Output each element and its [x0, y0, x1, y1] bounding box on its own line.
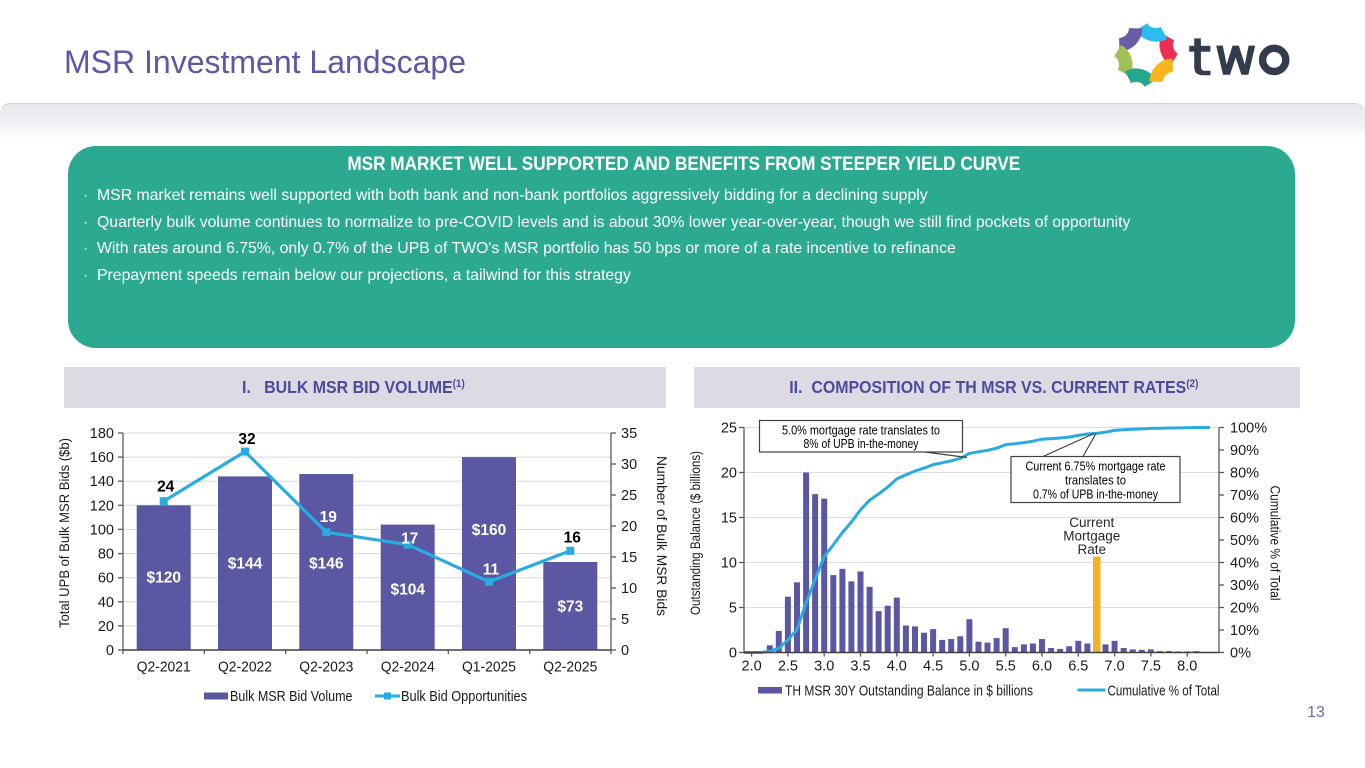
svg-text:Current 6.75% mortgage rate: Current 6.75% mortgage rate — [1026, 459, 1166, 474]
svg-text:16: 16 — [564, 530, 582, 547]
svg-text:7.5: 7.5 — [1141, 659, 1161, 675]
svg-text:Q2-2024: Q2-2024 — [381, 660, 435, 676]
svg-text:Q2-2021: Q2-2021 — [137, 660, 191, 676]
svg-text:120: 120 — [90, 498, 114, 514]
svg-text:Bulk MSR Bid Volume: Bulk MSR Bid Volume — [230, 688, 353, 705]
svg-text:20: 20 — [98, 619, 114, 635]
svg-text:0: 0 — [729, 646, 737, 662]
svg-text:40: 40 — [98, 595, 114, 611]
svg-text:5: 5 — [621, 612, 629, 628]
svg-text:$104: $104 — [390, 582, 425, 599]
svg-text:Number of Bulk MSR Bids: Number of Bulk MSR Bids — [654, 456, 670, 616]
svg-text:4.5: 4.5 — [923, 659, 943, 675]
svg-text:Cumulative % of Total: Cumulative % of Total — [1108, 683, 1220, 700]
svg-text:17: 17 — [401, 531, 418, 548]
svg-text:5.0: 5.0 — [959, 659, 979, 675]
svg-text:70%: 70% — [1230, 488, 1259, 504]
svg-text:$73: $73 — [557, 599, 583, 616]
svg-text:19: 19 — [320, 509, 338, 526]
svg-text:2.0: 2.0 — [742, 659, 762, 675]
svg-text:35: 35 — [621, 426, 637, 442]
svg-text:3.5: 3.5 — [850, 659, 870, 675]
svg-text:$120: $120 — [146, 570, 180, 587]
svg-text:0%: 0% — [1230, 646, 1251, 662]
svg-text:6.5: 6.5 — [1068, 659, 1088, 675]
svg-text:20: 20 — [721, 466, 737, 482]
svg-text:15: 15 — [621, 550, 637, 566]
svg-text:0: 0 — [106, 643, 114, 659]
svg-text:30: 30 — [621, 457, 637, 473]
svg-text:5: 5 — [729, 601, 737, 617]
svg-text:Outstanding Balance ($ billion: Outstanding Balance ($ billions) — [688, 451, 703, 615]
svg-text:13: 13 — [1307, 704, 1325, 721]
svg-text:25: 25 — [721, 421, 737, 437]
svg-text:7.0: 7.0 — [1105, 659, 1125, 675]
svg-text:5.0% mortgage rate translates: 5.0% mortgage rate translates to — [782, 423, 940, 438]
svg-text:$144: $144 — [228, 556, 263, 573]
svg-text:50%: 50% — [1230, 533, 1259, 549]
svg-text:80: 80 — [98, 547, 114, 563]
svg-text:15: 15 — [721, 511, 737, 527]
svg-text:160: 160 — [90, 450, 114, 466]
svg-text:Q2-2023: Q2-2023 — [299, 660, 353, 676]
svg-text:Q2-2025: Q2-2025 — [543, 660, 597, 676]
svg-text:100: 100 — [90, 522, 114, 538]
svg-text:60: 60 — [98, 571, 114, 587]
svg-text:24: 24 — [157, 479, 175, 496]
svg-text:180: 180 — [90, 426, 114, 442]
svg-text:$146: $146 — [309, 556, 344, 573]
svg-text:Mortgage: Mortgage — [1063, 529, 1120, 544]
svg-text:Current: Current — [1069, 515, 1114, 530]
svg-text:translates to: translates to — [1065, 473, 1126, 488]
svg-text:11: 11 — [483, 562, 500, 579]
svg-text:Total UPB of Bulk MSR Bids ($b: Total UPB of Bulk MSR Bids ($b) — [56, 438, 72, 628]
svg-text:Q2-2022: Q2-2022 — [218, 660, 272, 676]
svg-text:Cumulative % of Total: Cumulative % of Total — [1268, 486, 1283, 601]
svg-text:Rate: Rate — [1078, 542, 1107, 557]
svg-text:6.0: 6.0 — [1032, 659, 1052, 675]
svg-text:4.0: 4.0 — [887, 659, 907, 675]
svg-text:8% of UPB in-the-money: 8% of UPB in-the-money — [804, 436, 919, 451]
svg-text:60%: 60% — [1230, 511, 1259, 527]
svg-text:2.5: 2.5 — [778, 659, 798, 675]
svg-text:10: 10 — [621, 581, 637, 597]
svg-text:10%: 10% — [1230, 623, 1259, 639]
svg-text:20%: 20% — [1230, 601, 1259, 617]
svg-text:3.0: 3.0 — [814, 659, 834, 675]
svg-text:TH MSR 30Y Outstanding Balance: TH MSR 30Y Outstanding Balance in $ bill… — [785, 683, 1033, 700]
svg-text:100%: 100% — [1230, 421, 1267, 437]
svg-text:8.0: 8.0 — [1177, 659, 1197, 675]
svg-text:10: 10 — [721, 556, 737, 572]
svg-text:5.5: 5.5 — [996, 659, 1016, 675]
svg-text:Q1-2025: Q1-2025 — [462, 660, 516, 676]
svg-text:20: 20 — [621, 519, 637, 535]
svg-text:30%: 30% — [1230, 578, 1259, 594]
svg-text:Bulk Bid Opportunities: Bulk Bid Opportunities — [401, 688, 527, 705]
svg-text:80%: 80% — [1230, 466, 1259, 482]
svg-text:$160: $160 — [472, 522, 506, 539]
svg-text:140: 140 — [90, 474, 114, 490]
svg-text:32: 32 — [238, 431, 255, 448]
svg-text:40%: 40% — [1230, 556, 1259, 572]
svg-text:25: 25 — [621, 488, 637, 504]
svg-text:0.7% of UPB in-the-money: 0.7% of UPB in-the-money — [1033, 487, 1158, 502]
svg-text:0: 0 — [621, 643, 629, 659]
svg-text:90%: 90% — [1230, 443, 1259, 459]
